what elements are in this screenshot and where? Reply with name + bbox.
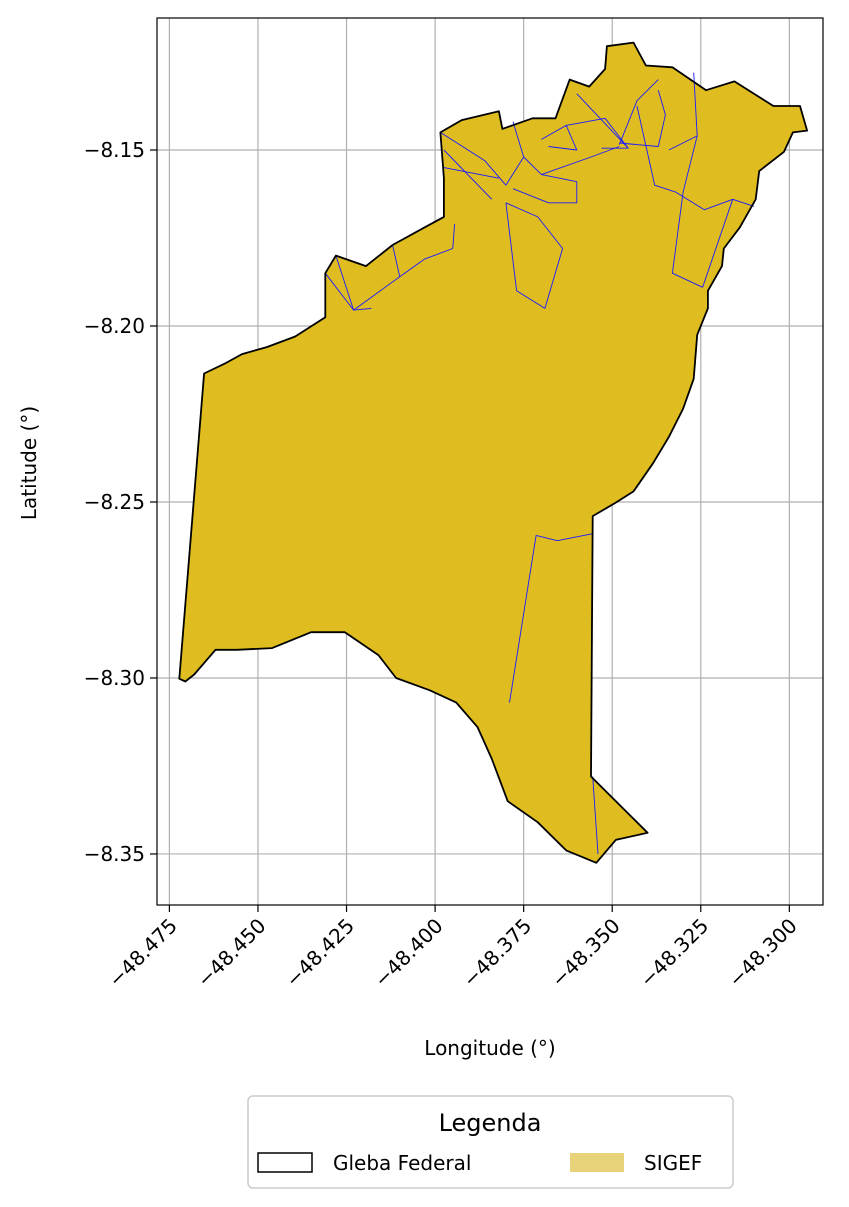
parcel-line-5: [440, 132, 507, 186]
legend-swatch-gleba-federal: [257, 1152, 313, 1173]
x-tick-label-5: −48.350: [546, 914, 624, 992]
parcel-line-20: [505, 202, 564, 309]
legend-swatch-sigef: [570, 1153, 624, 1172]
parcel-line-15: [636, 105, 755, 211]
sigef-parcel-lines: [324, 72, 755, 855]
x-tick-label-7: −48.300: [724, 914, 802, 992]
parcel-line-12: [541, 146, 620, 176]
parcel-line-10: [541, 124, 578, 151]
y-tick-label-1: −8.20: [84, 314, 145, 338]
x-tick-label-6: −48.325: [635, 914, 713, 992]
parcel-line-9: [512, 156, 578, 204]
x-axis-ticks: −48.475 −48.450 −48.425 −48.400 −48.375 −48.3…: [104, 905, 802, 992]
parcel-line-3: [392, 244, 401, 277]
legend-title: Legenda: [439, 1109, 542, 1137]
parcel-line-16: [619, 90, 666, 147]
parcel-line-1: [324, 272, 354, 311]
y-tick-label-4: −8.35: [84, 842, 145, 866]
parcel-line-18: [671, 135, 703, 288]
y-tick-label-0: −8.15: [84, 138, 145, 162]
y-tick-label-3: −8.30: [84, 666, 145, 690]
y-tick-label-2: −8.25: [84, 490, 145, 514]
parcel-line-6: [443, 167, 499, 179]
y-axis-label: Latitude (°): [17, 406, 41, 520]
x-tick-label-3: −48.400: [369, 914, 447, 992]
gleba-federal-outline: [178, 41, 808, 864]
legend-label-sigef: SIGEF: [644, 1151, 702, 1175]
x-tick-label-2: −48.425: [281, 914, 359, 992]
x-axis-label: Longitude (°): [424, 1036, 555, 1060]
parcel-line-4: [452, 223, 456, 249]
parcel-line-19: [702, 199, 734, 288]
parcel-line-23: [592, 776, 599, 855]
axes-frame: [156, 17, 824, 906]
map-layer: [178, 41, 808, 864]
legend-label-gleba-federal: Gleba Federal: [333, 1151, 471, 1175]
parcel-line-2: [353, 248, 453, 311]
x-tick-label-1: −48.450: [192, 914, 270, 992]
parcel-line-7: [443, 149, 493, 200]
parcel-line-21: [535, 533, 593, 542]
legend: Legenda Gleba Federal SIGEF: [247, 1095, 734, 1189]
parcel-line-14: [618, 79, 659, 145]
y-axis-ticks: −8.15 −8.20 −8.25 −8.30 −8.35: [84, 138, 157, 866]
parcel-line-22: [509, 535, 537, 703]
sigef-area: [179, 42, 808, 863]
x-tick-label-4: −48.375: [458, 914, 536, 992]
x-tick-label-0: −48.475: [104, 914, 182, 992]
parcel-line-13: [576, 93, 629, 149]
